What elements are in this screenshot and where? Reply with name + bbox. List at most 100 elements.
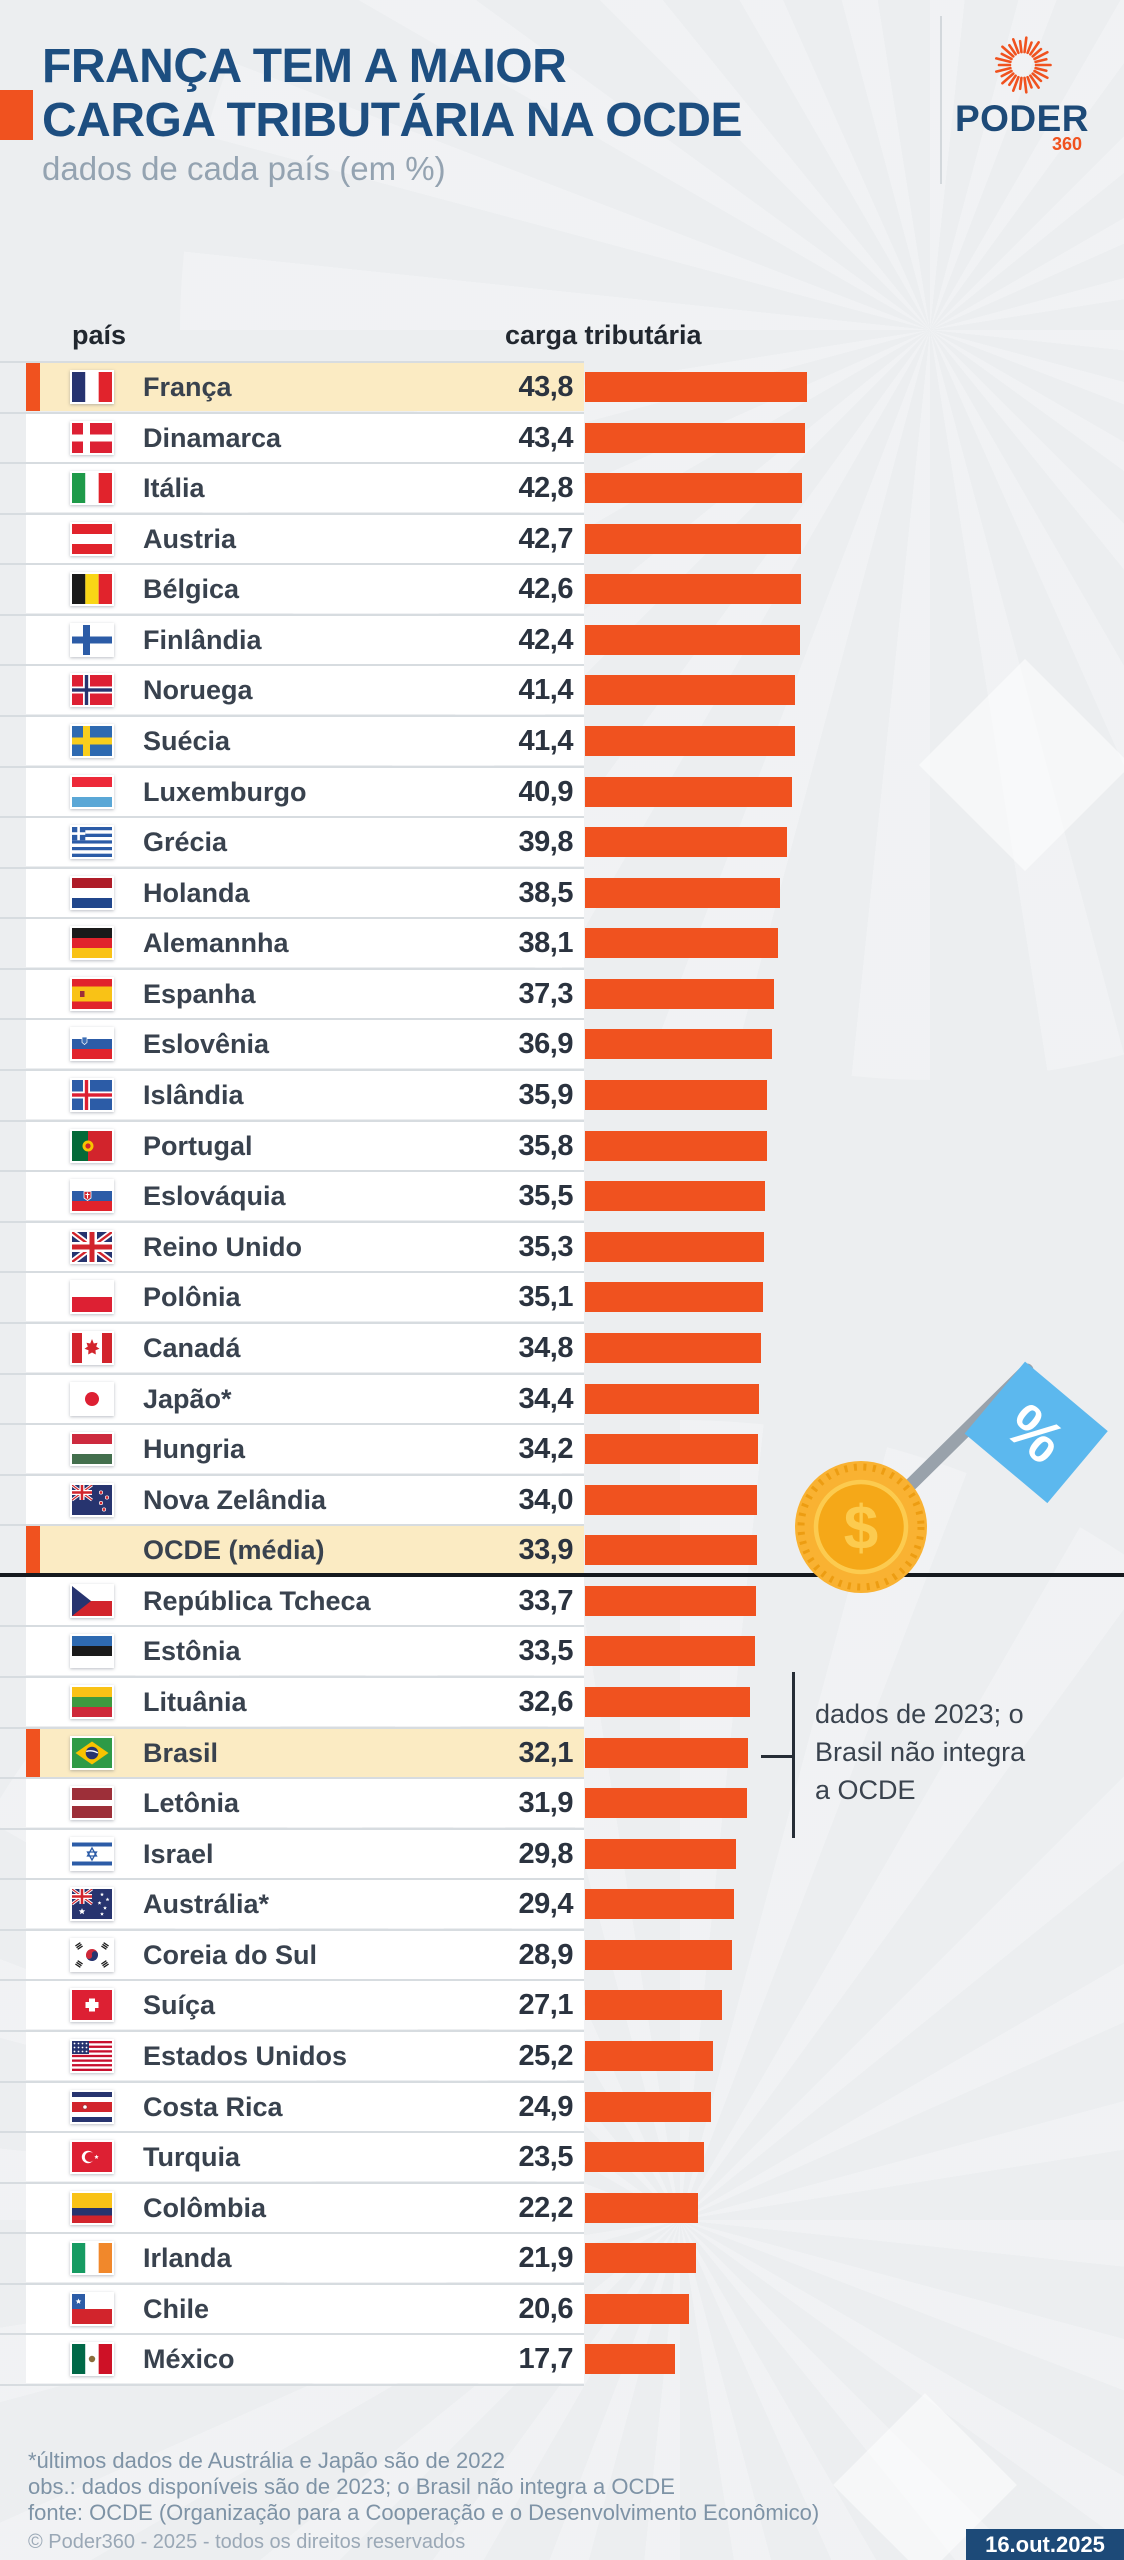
- bar: [585, 1130, 767, 1161]
- table-row: Israel 29,8: [26, 1829, 584, 1878]
- row-separator: [0, 1878, 584, 1881]
- table-row: Austria 42,7: [26, 514, 584, 563]
- row-separator: [0, 1271, 584, 1274]
- row-separator: [0, 2384, 584, 2386]
- bar: [585, 1434, 758, 1465]
- bar: [585, 2192, 698, 2223]
- bar: [585, 1788, 747, 1819]
- country-label: Brasil: [143, 1737, 219, 1768]
- row-separator: [0, 2080, 584, 2083]
- bar: [585, 2040, 713, 2071]
- table-row: Bélgica 42,6: [26, 565, 584, 614]
- table-row: Grécia 39,8: [26, 818, 584, 867]
- value-label: 43,8: [518, 371, 574, 403]
- flag-ca-icon: [70, 1330, 114, 1365]
- row-separator: [0, 1321, 584, 1324]
- flag-it-icon: [70, 471, 114, 506]
- page-subtitle: dados de cada país (em %): [42, 150, 446, 187]
- country-label: Dinamarca: [143, 422, 282, 453]
- row-separator: [0, 1018, 584, 1021]
- country-label: Austria: [143, 523, 237, 554]
- row-separator: [0, 664, 584, 667]
- country-label: França: [143, 372, 232, 402]
- flag-cz-icon: [70, 1583, 114, 1618]
- bar: [585, 978, 774, 1009]
- value-label: 25,2: [518, 2039, 574, 2072]
- money-decoration: % $: [795, 1361, 1108, 1593]
- row-separator: [0, 1928, 584, 1931]
- bar: [585, 1383, 759, 1414]
- value-label: 35,3: [518, 1230, 574, 1263]
- table-row: Suíça 27,1: [26, 1981, 584, 2030]
- value-label: 33,5: [518, 1635, 574, 1668]
- row-separator: [0, 1625, 584, 1628]
- flag-es-icon: [70, 976, 114, 1011]
- bar: [585, 827, 787, 858]
- row-separator: [0, 2232, 584, 2235]
- bar: [585, 2091, 711, 2122]
- sunburst-icon: [994, 36, 1052, 94]
- value-label: 22,2: [518, 2191, 574, 2224]
- country-label: Turquia: [143, 2142, 240, 2173]
- table-row: Eslováquia 35,5: [26, 1172, 584, 1221]
- bar: [585, 2344, 675, 2375]
- row-separator: [0, 1423, 584, 1426]
- value-label: 35,8: [518, 1129, 574, 1162]
- flag-pl-icon: [70, 1280, 114, 1315]
- flag-si-icon: [70, 1027, 114, 1062]
- row-separator: [0, 2282, 584, 2285]
- bar: [585, 1332, 761, 1363]
- bar: [585, 928, 778, 959]
- brand-logo-360: 360: [1051, 134, 1082, 154]
- title-line-2: CARGA TRIBUTÁRIA NA OCDE: [42, 94, 742, 147]
- table-row: Alemannha 38,1: [26, 919, 584, 968]
- row-separator: [0, 1979, 584, 1982]
- table-row: Colômbia 22,2: [26, 2183, 584, 2232]
- bar: [585, 473, 802, 504]
- table-row: Costa Rica 24,9: [26, 2082, 584, 2131]
- footnote-line: fonte: OCDE (Organização para a Cooperaç…: [28, 2500, 820, 2525]
- country-label: Reino Unido: [143, 1231, 302, 1262]
- row-separator: [0, 715, 584, 718]
- value-label: 24,9: [518, 2090, 574, 2123]
- country-label: Islândia: [143, 1080, 244, 1111]
- highlight-marker: [26, 363, 40, 411]
- country-label: Coreia do Sul: [143, 1939, 318, 1970]
- table-row: OCDE (média) 33,9: [26, 1526, 584, 1575]
- bar: [585, 2293, 689, 2324]
- country-label: Portugal: [143, 1130, 253, 1161]
- value-label: 37,3: [518, 977, 574, 1010]
- country-label: Eslováquia: [143, 1181, 286, 1212]
- value-label: 35,9: [518, 1079, 574, 1112]
- country-label: Letônia: [143, 1788, 240, 1819]
- row-separator: [0, 866, 584, 869]
- accent-square: [0, 90, 33, 140]
- svg-text:$: $: [844, 1494, 878, 1563]
- country-label: Israel: [143, 1838, 214, 1869]
- country-label: Japão*: [143, 1383, 232, 1414]
- value-label: 32,6: [518, 1685, 574, 1718]
- value-label: 43,4: [518, 421, 574, 454]
- table-row: Austrália* 29,4: [26, 1880, 584, 1929]
- table-row: França 43,8: [26, 363, 584, 411]
- value-label: 29,8: [518, 1837, 574, 1870]
- row-separator: [0, 917, 584, 920]
- table-row: Irlanda 21,9: [26, 2234, 584, 2283]
- bar: [585, 1838, 736, 1869]
- flag-is-icon: [70, 1078, 114, 1113]
- value-label: 33,9: [518, 1534, 574, 1567]
- value-label: 23,5: [518, 2141, 574, 2174]
- flag-tr-icon: [70, 2140, 114, 2175]
- bar: [585, 372, 807, 402]
- country-label: Finlândia: [143, 624, 262, 655]
- country-label: Polônia: [143, 1282, 241, 1313]
- bar: [585, 1282, 763, 1313]
- row-separator: [0, 462, 584, 465]
- bar: [585, 574, 801, 605]
- bar: [585, 1484, 757, 1515]
- value-label: 39,8: [518, 826, 574, 859]
- table-row: Canadá 34,8: [26, 1323, 584, 1372]
- country-label: Itália: [143, 473, 205, 504]
- row-separator: [0, 1524, 584, 1527]
